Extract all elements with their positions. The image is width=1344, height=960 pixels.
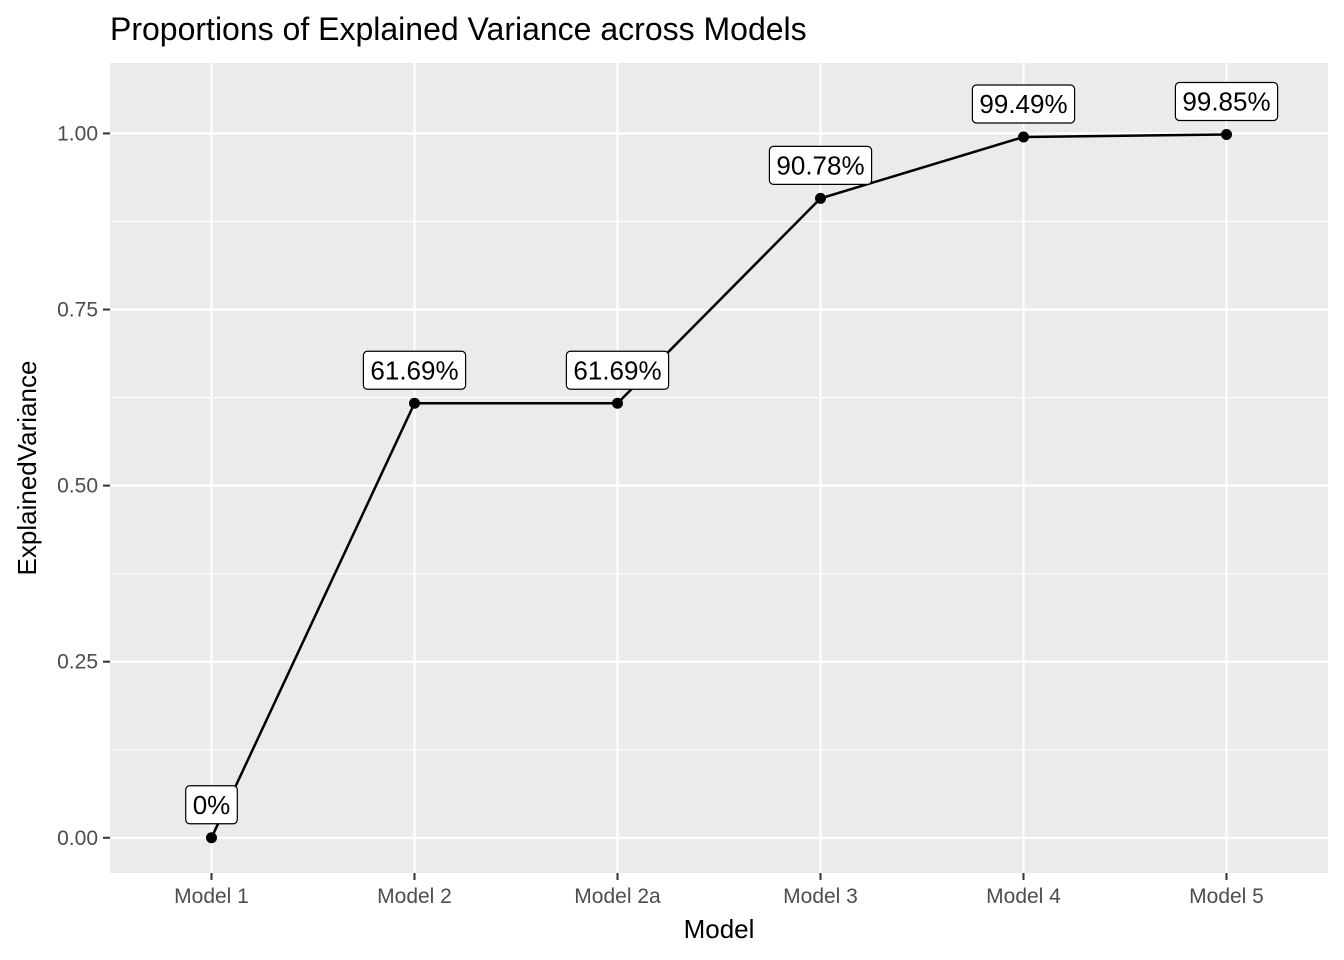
data-labels: 0% 61.69% 61.69% 90.78% 99.49% 99.85% [185,81,1279,825]
series-explained-variance [206,128,1232,844]
data-label-text: 0% [193,790,231,820]
data-point [815,192,826,204]
data-label-text: 61.69% [573,355,661,385]
data-point [1221,128,1232,140]
data-label-box [768,145,873,185]
data-label: 61.69% [565,350,670,390]
y-tick-label: 0.00 [57,827,98,850]
data-label-box [362,350,467,390]
plot-panel: 0% 61.69% 61.69% 90.78% 99.49% 99.85% [110,63,1328,873]
data-point [1018,131,1029,143]
x-tick-label: Model 1 [174,885,249,908]
x-axis: Model 1 Model 2 Model 2a Model 3 Model 4 Mode… [174,873,1264,908]
chart-title: Proportions of Explained Variance across… [110,11,807,47]
data-label-box [971,84,1076,124]
x-tick-label: Model 5 [1189,885,1264,908]
data-label-box [185,785,238,825]
grid-lines [110,63,1328,873]
data-label: 90.78% [768,145,873,185]
data-point [206,832,217,844]
data-label-text: 90.78% [776,150,864,180]
x-tick-label: Model 2 [377,885,452,908]
y-tick-label: 1.00 [57,122,98,145]
series-line [210,133,1227,839]
data-point [612,397,623,409]
x-tick-label: Model 3 [783,885,858,908]
data-label-box [565,350,670,390]
y-tick-label: 0.25 [57,651,98,674]
data-label: 61.69% [362,350,467,390]
data-label-text: 61.69% [370,355,458,385]
data-label: 99.49% [971,84,1076,124]
data-label: 99.85% [1174,81,1279,122]
data-label-text: 99.85% [1182,86,1270,116]
data-label: 0% [185,785,238,825]
x-tick-label: Model 4 [986,885,1061,908]
x-tick-label: Model 2a [574,885,661,908]
y-tick-label: 0.75 [57,299,98,322]
data-label-text: 99.49% [979,89,1067,119]
x-axis-title: Model [684,914,755,944]
panel-background [110,63,1328,873]
y-axis: 0.00 0.25 0.50 0.75 1.00 [57,122,110,850]
data-point [409,397,420,409]
y-axis-title: ExplainedVariance [12,361,42,576]
data-label-box [1174,81,1279,122]
y-tick-label: 0.50 [57,475,98,498]
